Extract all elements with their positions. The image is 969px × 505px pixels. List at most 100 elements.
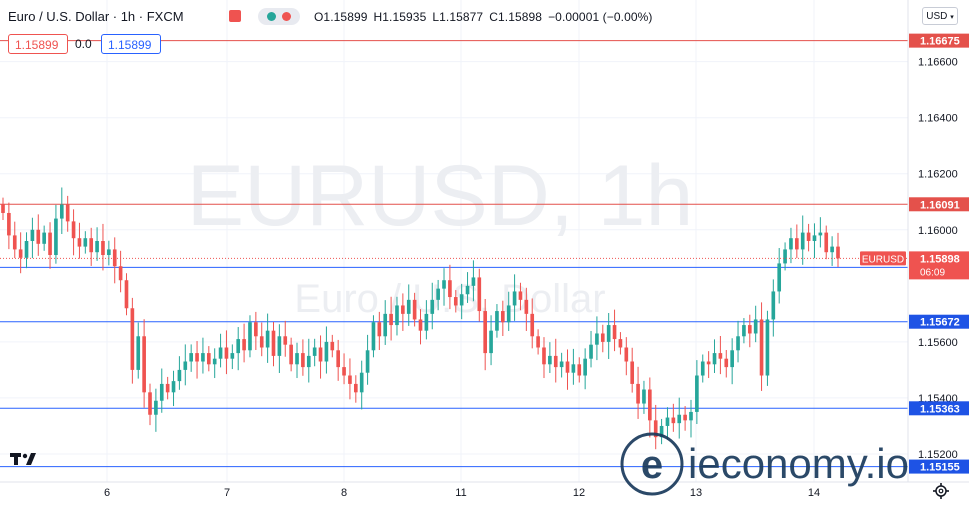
candle-body <box>148 392 152 415</box>
candle-body <box>489 330 493 354</box>
candle-body <box>271 330 276 356</box>
level-label-background <box>909 459 969 474</box>
horizontal-lines <box>0 40 908 468</box>
candle-body <box>483 311 488 354</box>
candle-body <box>389 313 393 326</box>
candle-body <box>336 350 340 368</box>
indicator-toggle[interactable] <box>258 8 300 25</box>
time-tick-label: 11 <box>455 487 466 499</box>
candle-body <box>171 381 176 393</box>
candle-body <box>112 249 117 267</box>
symbol-title[interactable]: Euro / U.S. Dollar · 1h · FXCM <box>8 9 184 24</box>
candle-body <box>695 375 699 412</box>
candle-body <box>77 238 82 247</box>
candle-body <box>495 311 499 331</box>
candle-body <box>824 232 829 253</box>
ohlc-legend: O1.15899 H1.15935 L1.15877 C1.15898 −0.00001… <box>314 10 659 24</box>
close-value: C1.15898 <box>489 10 543 24</box>
candle-body <box>518 291 523 300</box>
candle-body <box>677 414 682 424</box>
candle-body <box>154 400 158 415</box>
candle-body <box>524 299 529 314</box>
candle-body <box>795 238 799 250</box>
candle-body <box>348 375 352 384</box>
candle-body <box>283 336 288 345</box>
candle-body <box>418 319 423 331</box>
level-label: 1.15363 <box>920 403 960 415</box>
candle-body <box>218 347 223 359</box>
candle-body <box>48 232 52 256</box>
candle-body <box>648 389 652 421</box>
candle-body <box>706 361 711 365</box>
candle-body <box>30 229 35 241</box>
time-axis[interactable]: 6 7 8 11 12 13 14 <box>104 487 820 499</box>
candle-body <box>636 383 640 404</box>
time-tick-label: 6 <box>104 487 110 499</box>
candle-body <box>54 218 58 256</box>
candle-body <box>165 383 170 393</box>
candle-body <box>7 212 11 236</box>
level-label-background <box>909 197 969 212</box>
candle-body <box>130 308 135 370</box>
candle-body <box>277 336 282 356</box>
candle-body <box>101 241 105 256</box>
price-axis[interactable] <box>908 0 969 500</box>
change-value: −0.00001 (−0.00%) <box>548 10 653 24</box>
candle-body <box>83 238 88 247</box>
candle-body <box>318 347 323 362</box>
candle-body <box>89 238 94 253</box>
currency-select[interactable]: USD ▾ <box>922 7 958 25</box>
chevron-down-icon: ▾ <box>950 14 954 21</box>
candle-body <box>183 361 188 370</box>
candle-body <box>565 361 570 373</box>
candle-body <box>442 280 446 289</box>
candle-body <box>753 319 758 334</box>
candle-body <box>512 291 517 306</box>
candle-body <box>177 369 182 382</box>
settings-gear-icon[interactable] <box>932 482 950 505</box>
time-tick-label: 7 <box>224 487 230 499</box>
candle-body <box>683 414 687 421</box>
candle-body <box>812 235 817 241</box>
candle-body <box>1 204 5 213</box>
candle-body <box>759 319 764 376</box>
symbol-title-text[interactable]: Euro / U.S. Dollar · 1h · FXCM <box>8 9 184 24</box>
sell-button[interactable]: 1.15899 <box>8 34 68 54</box>
symbol-tag-background <box>860 251 906 266</box>
candle-body <box>477 277 482 312</box>
candle-body <box>236 339 241 354</box>
candle-body <box>595 333 599 345</box>
candle-body <box>836 246 840 259</box>
time-tick-label: 8 <box>341 487 347 499</box>
candle-body <box>624 347 629 362</box>
candle-body <box>724 358 729 368</box>
candle-body <box>765 319 770 376</box>
candle-body <box>24 241 29 258</box>
candle-body <box>542 347 546 365</box>
current-price-tag: EURUSD 1.15898 06:09 <box>860 251 969 280</box>
symbol-tag: EURUSD <box>862 254 904 265</box>
level-label: 1.16091 <box>920 199 960 211</box>
candle-body <box>606 325 611 342</box>
candle-body <box>59 204 64 219</box>
candle-body <box>189 353 193 362</box>
candle-body <box>259 336 264 348</box>
buy-button[interactable]: 1.15899 <box>101 34 161 54</box>
low-value: L1.15877 <box>432 10 484 24</box>
candle-body <box>412 299 417 320</box>
brand-logo-letter: e <box>641 443 663 487</box>
market-status-icon <box>229 10 241 22</box>
candle-body <box>806 232 811 241</box>
current-price-label-background <box>909 251 969 280</box>
level-label-background <box>909 314 969 329</box>
candle-body <box>501 311 505 323</box>
brand-watermark-text: ieconomy.io <box>688 440 909 487</box>
candle-body <box>224 347 229 359</box>
candle-body <box>330 341 335 351</box>
candle-body <box>424 313 429 331</box>
candle-body <box>448 280 452 298</box>
candle-body <box>295 353 299 365</box>
tradingview-logo-icon[interactable] <box>10 451 38 472</box>
